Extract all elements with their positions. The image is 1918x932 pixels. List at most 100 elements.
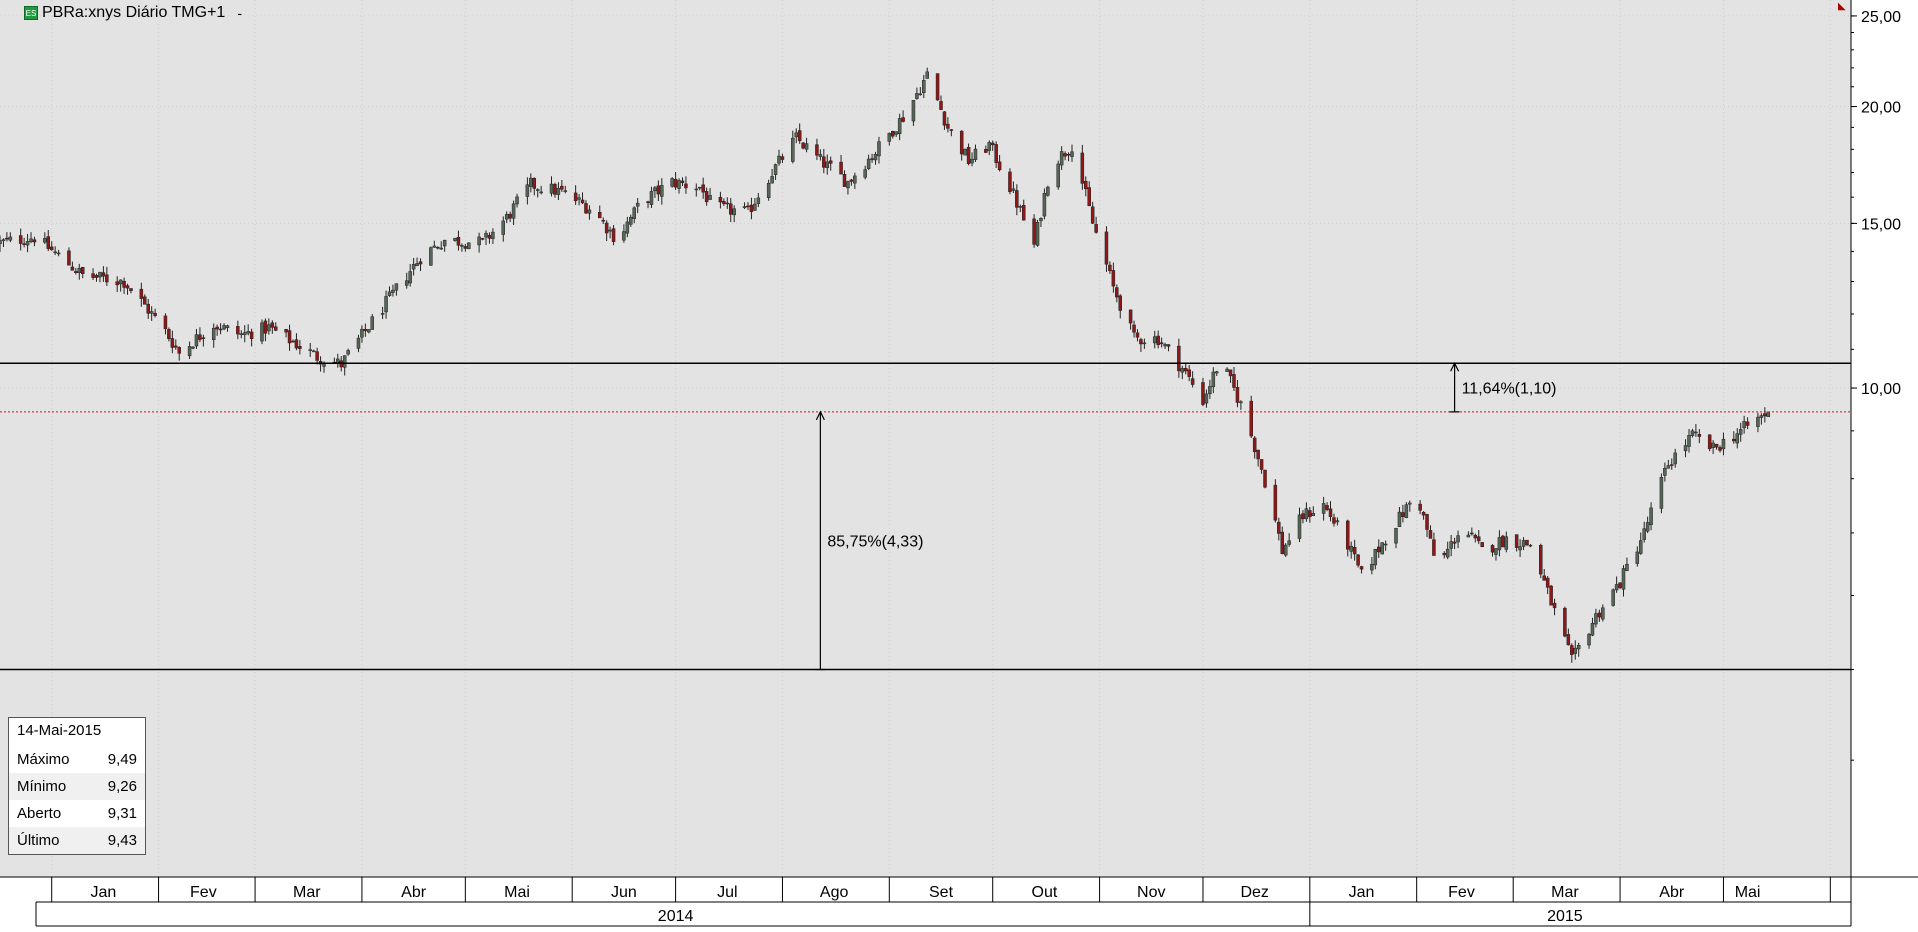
candle-up [632,207,636,219]
candle-up [1621,568,1626,590]
candle-down [1539,544,1543,575]
candle-down [584,203,588,214]
info-row-last: Último 9,43 [9,827,145,854]
candle-up [577,197,581,200]
candle-down [822,156,826,168]
candle-up [442,239,447,247]
candle-down [1325,505,1329,510]
candle-down [91,273,95,278]
candle-up [915,93,919,99]
candle-down [849,179,854,182]
candle-down [966,147,971,164]
candle-up [1666,465,1671,469]
candle-up [246,331,250,334]
candle-down [1359,566,1364,570]
candle-up [380,313,385,315]
candle-up [356,337,361,349]
candle-down [1087,187,1091,207]
candle-up [635,202,640,207]
candle-up [756,197,761,204]
candle-up [649,191,654,205]
candle-up [1614,584,1619,591]
candle-down [94,275,99,278]
month-label: Set [929,884,954,901]
candle-up [1690,430,1695,436]
ohlc-info-box: 14-Mai-2015 Máximo 9,49 Mínimo 9,26 Aber… [8,717,146,855]
candle-up [225,325,230,328]
candle-up [311,350,316,353]
candle-up [25,241,30,246]
candle-down [236,326,240,335]
year-label: 2014 [658,908,694,925]
candle-down [1549,585,1553,606]
candle-down [1570,645,1574,655]
month-label: Mai [504,884,530,901]
candle-up [1152,336,1157,344]
candle-up [1625,563,1629,571]
candle-down [215,326,219,330]
candle-down [49,246,54,251]
candle-up [918,93,923,96]
candle-down [839,161,843,175]
month-label: Jan [1349,884,1375,901]
candle-down [270,322,275,328]
candle-up [1611,589,1615,606]
candle-down [1259,459,1264,470]
candle-down [580,199,585,204]
candle-up [515,196,519,205]
candle-down [1118,295,1123,311]
candle-down [1135,332,1140,338]
candle-up [1394,527,1398,544]
exchange-badge-icon: ES [24,6,38,20]
info-label: Último [17,832,60,849]
candle-up [873,153,878,161]
candle-up [77,267,82,274]
candle-down [1566,634,1571,646]
candle-down [1277,521,1281,534]
candle-down [990,142,995,146]
candle-up [677,180,681,189]
candle-down [1470,532,1474,535]
candle-down [604,222,609,234]
candle-down [1015,190,1019,208]
month-label: Mai [1735,884,1761,901]
candle-down [249,331,254,339]
candle-up [511,203,516,219]
info-row-high: Máximo 9,49 [9,746,145,773]
candle-down [1618,582,1622,588]
candle-down [656,185,661,195]
candle-up [708,195,712,200]
candle-up [360,328,364,338]
y-tick-label: 20,00 [1861,100,1901,117]
candle-up [1042,193,1047,217]
candle-up [1304,508,1309,520]
candle-up [1056,163,1060,188]
candle-up [1142,342,1147,345]
title-dropdown-toggle[interactable]: - [237,5,242,21]
candle-down [1177,345,1181,372]
candle-down [598,211,602,219]
candle-up [43,238,47,243]
candle-up [1587,633,1591,646]
candle-down [611,228,616,242]
candle-down [1542,575,1546,581]
info-value: 9,31 [107,805,137,822]
candle-down [1514,534,1519,548]
candle-up [660,185,664,197]
candle-up [846,181,850,189]
candle-up [1283,544,1288,556]
close-triangle-icon[interactable]: ◣ [1838,1,1846,12]
candle-up [439,247,443,250]
chart-title-bar[interactable]: ES PBRa:xnys Diário TMG+1 - [24,2,242,24]
candle-down [218,328,223,331]
candle-down [1545,577,1550,588]
month-label: Dez [1240,884,1268,901]
candle-down [139,288,144,299]
candle-down [508,213,512,219]
candle-down [1490,545,1495,553]
candle-up [1035,221,1040,246]
candle-down [1235,386,1240,403]
month-label: Out [1032,884,1058,901]
candle-down [177,347,181,354]
measurement-arrowhead [815,410,825,421]
